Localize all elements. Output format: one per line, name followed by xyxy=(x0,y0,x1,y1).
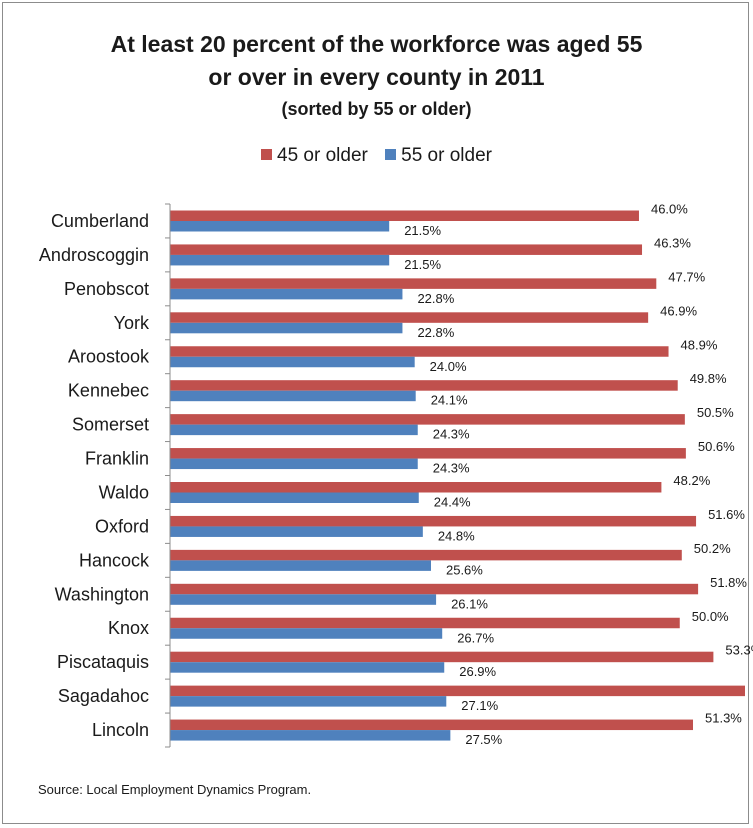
category-label-somerset: Somerset xyxy=(72,415,149,435)
bar-55-york xyxy=(170,322,403,334)
value-label-55-lincoln: 27.5% xyxy=(465,732,502,747)
value-label-45-franklin: 50.6% xyxy=(698,439,735,454)
category-label-washington: Washington xyxy=(55,584,149,604)
bar-55-oxford xyxy=(170,526,423,537)
chart-title-line1: At least 20 percent of the workforce was… xyxy=(110,31,643,57)
value-label-55-oxford: 24.8% xyxy=(438,528,475,543)
value-label-45-oxford: 51.6% xyxy=(708,507,745,522)
value-label-55-franklin: 24.3% xyxy=(433,461,470,476)
bar-55-knox xyxy=(170,628,443,639)
value-label-45-hancock: 50.2% xyxy=(694,541,731,556)
category-label-aroostook: Aroostook xyxy=(68,347,150,367)
value-label-55-washington: 26.1% xyxy=(451,596,488,611)
bar-45-knox xyxy=(170,617,680,629)
value-label-55-somerset: 24.3% xyxy=(433,427,470,442)
bar-45-cumberland xyxy=(170,210,639,221)
bar-45-oxford xyxy=(170,515,697,527)
value-label-45-knox: 50.0% xyxy=(692,609,729,624)
bar-55-washington xyxy=(170,594,437,605)
bar-55-somerset xyxy=(170,424,418,436)
value-label-55-penobscot: 22.8% xyxy=(417,291,454,306)
category-label-sagadahoc: Sagadahoc xyxy=(58,686,149,706)
bar-45-lincoln xyxy=(170,719,694,731)
value-label-55-piscataquis: 26.9% xyxy=(459,664,496,679)
bar-45-hancock xyxy=(170,549,682,561)
bar-55-waldo xyxy=(170,492,419,503)
bar-45-franklin xyxy=(170,448,686,459)
bar-55-cumberland xyxy=(170,221,390,232)
bar-55-sagadahoc xyxy=(170,696,447,707)
bar-45-kennebec xyxy=(170,380,678,391)
legend-label-45: 45 or older xyxy=(277,145,368,166)
value-label-45-penobscot: 47.7% xyxy=(668,269,705,284)
bar-55-franklin xyxy=(170,458,418,470)
value-label-55-knox: 26.7% xyxy=(457,630,494,645)
source-note: Source: Local Employment Dynamics Progra… xyxy=(38,782,312,797)
bar-45-york xyxy=(170,312,649,323)
bar-45-washington xyxy=(170,583,699,595)
category-label-piscataquis: Piscataquis xyxy=(57,652,149,672)
chart-title-line2: or over in every county in 2011 xyxy=(208,64,545,90)
value-label-55-kennebec: 24.1% xyxy=(431,393,468,408)
value-label-45-androscoggin: 46.3% xyxy=(654,235,691,250)
bar-45-penobscot xyxy=(170,278,657,289)
category-label-lincoln: Lincoln xyxy=(92,720,149,740)
bar-55-piscataquis xyxy=(170,662,445,673)
category-label-hancock: Hancock xyxy=(79,550,150,570)
value-label-55-york: 22.8% xyxy=(417,325,454,340)
value-label-45-aroostook: 48.9% xyxy=(681,337,718,352)
bar-45-piscataquis xyxy=(170,651,714,663)
category-label-kennebec: Kennebec xyxy=(68,381,149,401)
value-label-45-kennebec: 49.8% xyxy=(690,371,727,386)
value-label-55-cumberland: 21.5% xyxy=(404,223,441,238)
category-label-york: York xyxy=(114,313,150,333)
legend-swatch-55 xyxy=(385,149,397,160)
legend-swatch-45 xyxy=(261,149,273,160)
bar-45-somerset xyxy=(170,414,685,425)
category-label-knox: Knox xyxy=(108,618,149,638)
chart-legend: 45 or older 55 or older xyxy=(0,145,753,167)
bar-45-sagadahoc xyxy=(170,685,745,697)
value-label-45-washington: 51.8% xyxy=(710,575,747,590)
bar-55-kennebec xyxy=(170,390,416,402)
value-label-45-waldo: 48.2% xyxy=(673,473,710,488)
legend-item-45: 45 or older xyxy=(261,145,368,167)
bar-55-lincoln xyxy=(170,730,451,741)
value-label-55-waldo: 24.4% xyxy=(434,495,471,510)
bar-55-penobscot xyxy=(170,288,403,300)
legend-label-55: 55 or older xyxy=(401,145,492,166)
value-label-45-lincoln: 51.3% xyxy=(705,711,742,726)
category-label-androscoggin: Androscoggin xyxy=(39,245,149,265)
value-label-55-sagadahoc: 27.1% xyxy=(461,698,498,713)
value-label-45-somerset: 50.5% xyxy=(697,405,734,420)
value-label-55-hancock: 25.6% xyxy=(446,562,483,577)
chart-subtitle: (sorted by 55 or older) xyxy=(281,99,472,119)
value-label-45-cumberland: 46.0% xyxy=(651,202,688,217)
category-label-waldo: Waldo xyxy=(99,482,149,502)
bar-55-aroostook xyxy=(170,356,415,368)
category-label-cumberland: Cumberland xyxy=(51,211,149,231)
value-label-55-aroostook: 24.0% xyxy=(430,359,467,374)
value-label-55-androscoggin: 21.5% xyxy=(404,257,441,272)
legend-item-55: 55 or older xyxy=(385,145,492,167)
category-label-penobscot: Penobscot xyxy=(64,279,149,299)
bar-45-waldo xyxy=(170,482,662,493)
value-label-45-piscataquis: 53.3% xyxy=(725,643,753,658)
bar-55-androscoggin xyxy=(170,254,390,266)
category-label-oxford: Oxford xyxy=(95,516,149,536)
value-label-45-york: 46.9% xyxy=(660,303,697,318)
bar-55-hancock xyxy=(170,560,431,571)
bar-45-androscoggin xyxy=(170,244,643,255)
category-label-franklin: Franklin xyxy=(85,449,149,469)
bar-45-aroostook xyxy=(170,346,669,357)
